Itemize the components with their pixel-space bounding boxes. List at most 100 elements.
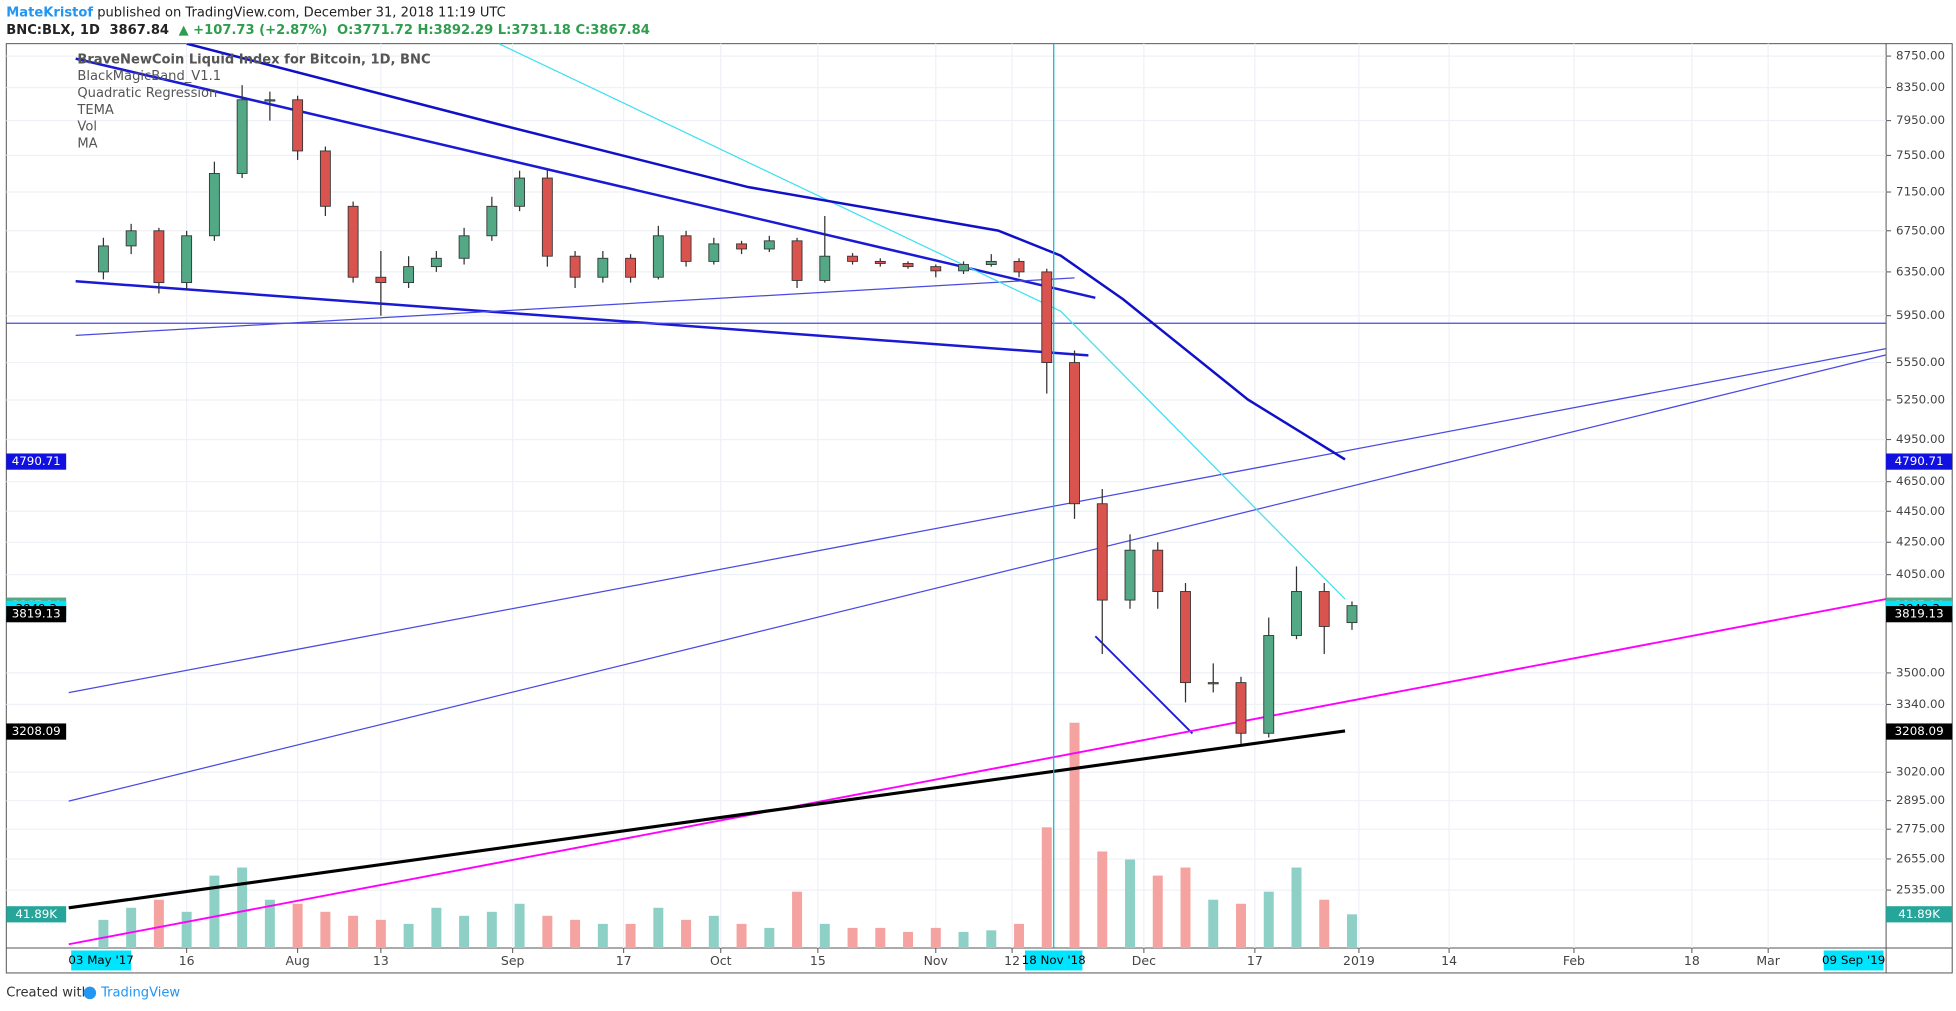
candle-body [902, 263, 914, 268]
candle-body [1013, 260, 1025, 273]
y-tick-label: 6350.00 [1896, 264, 1945, 278]
price-badge [6, 606, 67, 623]
volume-bar [459, 915, 470, 949]
candle-body [1291, 591, 1302, 636]
legend-entry: Quadratic Regression [77, 86, 217, 101]
volume-bar [264, 899, 275, 949]
volume-bar [126, 907, 137, 949]
candles [97, 85, 1358, 744]
trend-line [75, 277, 1075, 336]
volume-bar [903, 931, 914, 949]
volume-badge [6, 906, 67, 923]
x-tick-label: 13 [373, 953, 389, 968]
candle-body [985, 260, 997, 265]
candle-body [486, 205, 498, 237]
y-tick-label: 3340.00 [1896, 697, 1945, 711]
volume-badge-label: 41.89K [1898, 907, 1941, 921]
volume-bar [764, 927, 775, 949]
y-tick-label: 7950.00 [1896, 113, 1945, 127]
volume-bar [1180, 867, 1191, 949]
y-tick-label: 6750.00 [1896, 223, 1945, 237]
footer-brand[interactable]: TradingView [100, 985, 180, 1000]
y-tick-label: 3500.00 [1896, 665, 1945, 679]
price-badge-label: 3208.09 [1895, 724, 1944, 738]
candle-body [1346, 605, 1358, 624]
volume-bar [348, 915, 359, 949]
candle-body [125, 230, 137, 247]
chart-frame [5, 43, 1953, 974]
trend-line [68, 348, 1887, 694]
change: ▲ +107.73 (+2.87%) [179, 22, 328, 37]
legend-entry: BraveNewCoin Liquid Index for Bitcoin, 1… [77, 52, 430, 67]
volume-bar [958, 931, 969, 949]
axes: 8750.00 8350.00 7950.00 7550.00 7150.00 6750.… [6, 49, 1953, 971]
volume-bar [570, 919, 581, 949]
x-tick-label: Nov [924, 953, 948, 968]
volume-pane [98, 722, 1357, 949]
volume-bar [792, 891, 803, 949]
trend-line [68, 354, 1887, 802]
candle-body [541, 177, 553, 257]
y-tick-label: 5550.00 [1896, 355, 1945, 369]
x-tick-label: 16 [179, 953, 195, 968]
candle-body [625, 257, 637, 278]
ohlc: O:3771.72 H:3892.29 L:3731.18 C:3867.84 [337, 22, 650, 37]
range-badge-label: 03 May '17 [68, 953, 133, 967]
y-tick-label: 4250.00 [1896, 535, 1945, 549]
candle-body [1180, 591, 1191, 684]
candle-body [97, 245, 109, 273]
volume-bar [375, 919, 386, 949]
range-badge-label: 09 Sep '19 [1822, 953, 1885, 967]
volume-bar [153, 899, 164, 949]
y-tick-label: 2775.00 [1896, 822, 1945, 836]
x-tick-label: Oct [710, 953, 732, 968]
trend-line [68, 598, 1887, 946]
y-tick-label: 2535.00 [1896, 883, 1945, 897]
candle-body [1096, 503, 1108, 601]
y-tick-label: 3020.00 [1896, 765, 1945, 779]
x-tick-label: 2019 [1343, 953, 1375, 968]
candle-body [819, 255, 831, 281]
trend-line [75, 57, 1096, 300]
price-badge [1886, 723, 1953, 740]
candle-body [1041, 271, 1053, 363]
x-tick-label: Aug [285, 953, 309, 968]
trend-line [1094, 635, 1194, 735]
x-tick-label: 17 [616, 953, 632, 968]
range-badge [71, 950, 132, 971]
x-tick-label: 17 [1247, 953, 1263, 968]
y-tick-label: 8750.00 [1896, 49, 1945, 63]
y-tick-label: 2655.00 [1896, 851, 1945, 865]
published: published on TradingView.com, December 3… [97, 5, 506, 20]
price-badge [6, 723, 67, 740]
volume-bar [875, 927, 886, 949]
candle-body [375, 276, 387, 284]
volume-bar [1291, 867, 1302, 949]
volume-bar [1069, 722, 1080, 949]
candle-body [1235, 682, 1247, 734]
volume-bar [431, 907, 442, 949]
candle-body [680, 235, 692, 262]
x-tick-label: Sep [501, 953, 525, 968]
footer-logo [83, 986, 97, 1000]
legend-entry: MA [77, 137, 97, 152]
price-badge-label: 3819.13 [12, 607, 61, 621]
y-tick-label: 4650.00 [1896, 474, 1945, 488]
volume-bar [237, 867, 248, 949]
candle-body [236, 99, 248, 174]
y-tick-label: 2895.00 [1896, 793, 1945, 807]
candle-body [958, 264, 969, 272]
volume-bar [209, 875, 220, 949]
x-tick-label: 18 [1684, 953, 1700, 968]
candle-body [1318, 591, 1330, 627]
candle-body [347, 205, 359, 278]
x-tick-label: Feb [1563, 953, 1585, 968]
x-tick-label: 12 [1004, 953, 1020, 968]
candle-body [458, 235, 470, 259]
author[interactable]: MateKristof [6, 5, 93, 20]
symbol: BNC:BLX, 1D [6, 22, 100, 37]
legend-entry: Vol [77, 120, 97, 135]
candle-body [1263, 635, 1275, 734]
y-tick-label: 7550.00 [1896, 148, 1945, 162]
price-badge-label: 3819.13 [1895, 607, 1944, 621]
